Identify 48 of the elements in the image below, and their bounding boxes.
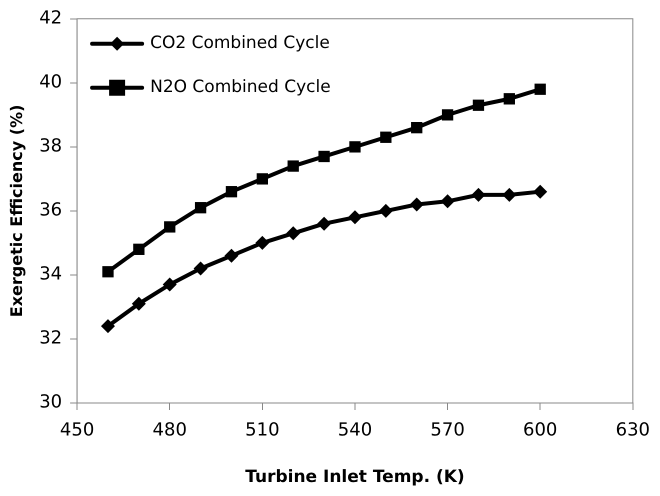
point (440, 194, 455, 208)
point (100, 319, 115, 334)
point (442, 109, 454, 121)
point (288, 160, 299, 172)
point (226, 186, 238, 198)
point (502, 188, 516, 202)
point (224, 248, 238, 263)
point (380, 132, 392, 143)
x-tick-label: 480 (152, 419, 187, 440)
y-tick-label: 38 (39, 136, 62, 157)
y-tick-label: 42 (39, 7, 62, 28)
x-tick-label: 600 (523, 419, 558, 440)
point (410, 197, 424, 212)
y-tick-label: 32 (39, 328, 62, 349)
point (133, 244, 145, 255)
y-tick-label: 40 (39, 72, 62, 93)
point (349, 141, 361, 153)
point (194, 202, 206, 214)
point (286, 226, 300, 240)
legend-label: CO2 Combined Cycle (150, 33, 330, 54)
point (162, 278, 177, 292)
point (317, 216, 332, 231)
y-tick-label: 34 (39, 264, 62, 285)
point (471, 188, 486, 202)
point (533, 184, 548, 199)
point (534, 84, 546, 95)
point (102, 266, 114, 278)
y-axis-title: Exergetic Efficiency (%) (6, 104, 26, 318)
x-tick-label: 630 (616, 419, 650, 440)
x-tick-label: 510 (245, 419, 280, 440)
legend-label: N2O Combined Cycle (150, 77, 331, 98)
point (318, 150, 330, 162)
point (411, 122, 422, 134)
x-axis-title: Turbine Inlet Temp. (K) (245, 467, 465, 488)
x-tick-label: 450 (60, 419, 94, 440)
x-tick-label: 540 (338, 419, 372, 440)
point (256, 173, 268, 185)
x-tick-label: 570 (430, 419, 465, 440)
point (194, 262, 208, 276)
y-tick-label: 30 (39, 392, 62, 413)
point (504, 93, 515, 104)
point (255, 236, 270, 250)
point (132, 296, 146, 311)
y-tick-label: 36 (39, 200, 62, 221)
point (472, 100, 484, 111)
point (348, 210, 362, 224)
point (164, 221, 176, 233)
point (378, 204, 393, 218)
